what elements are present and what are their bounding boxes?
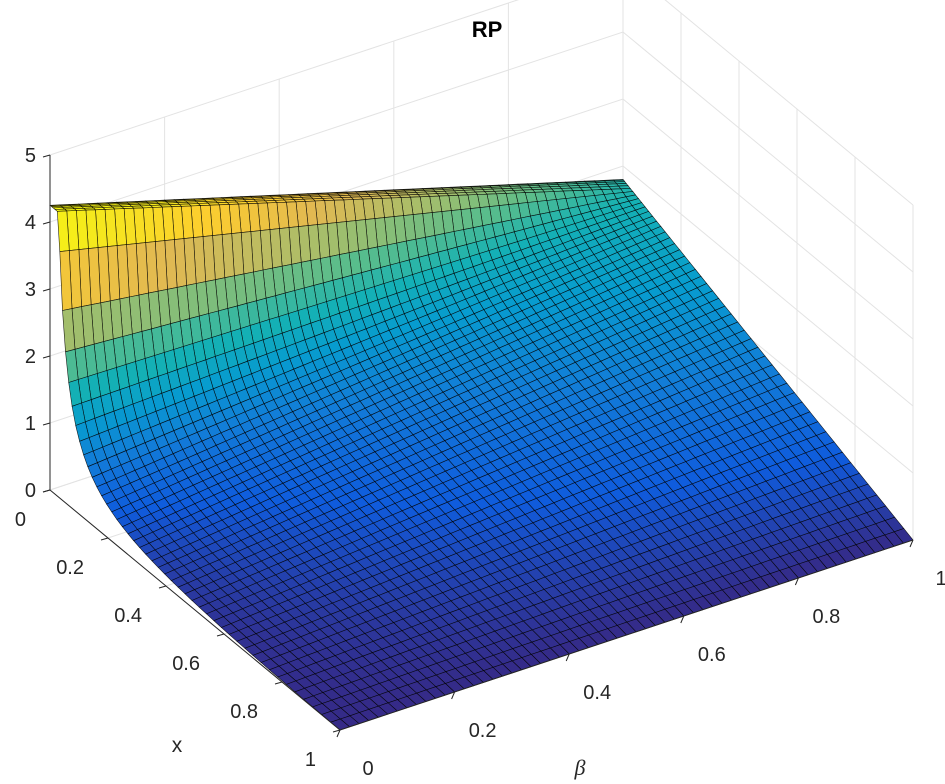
- tick-label-z: 3: [25, 279, 36, 301]
- tick-label-beta: 0.4: [583, 682, 611, 704]
- tick-label-x: 1: [305, 749, 316, 771]
- tick-label-x: 0.6: [172, 653, 200, 675]
- chart-title: RP: [472, 17, 503, 42]
- tick-mark-z: [42, 355, 51, 359]
- tick-mark-x: [158, 585, 167, 589]
- tick-mark-beta: [909, 539, 914, 548]
- tick-label-beta: 0.6: [698, 644, 726, 666]
- surface-mesh: [49, 179, 914, 731]
- axes-lines: [42, 154, 914, 738]
- tick-mark-beta: [794, 577, 799, 586]
- tick-label-beta: 0.2: [469, 720, 497, 742]
- axis-line: [339, 539, 914, 731]
- tick-label-beta: 0: [362, 758, 373, 780]
- tick-label-z: 0: [25, 480, 36, 502]
- tick-label-beta: 0.8: [812, 606, 840, 628]
- tick-mark-z: [42, 288, 51, 292]
- tick-label-z: 1: [25, 413, 36, 435]
- tick-mark-x: [216, 633, 225, 637]
- tick-mark-z: [42, 221, 51, 225]
- tick-label-x: 0.2: [56, 557, 84, 579]
- tick-mark-beta: [451, 691, 456, 700]
- gridline-z: [49, 0, 914, 206]
- tick-label-z: 2: [25, 346, 36, 368]
- tick-labels: 0 1 2 3 4 5 0 0.2 0.4 0.6 0.8 1 0 0.2 0.4 0.6 0.8 1: [15, 145, 945, 780]
- tick-mark-z: [42, 422, 51, 426]
- tick-mark-beta: [336, 729, 341, 738]
- x-axis-label: β: [574, 755, 586, 780]
- tick-mark-x: [42, 489, 51, 493]
- tick-mark-beta: [680, 615, 685, 624]
- axis-line: [49, 489, 341, 731]
- tick-label-x: 0.4: [114, 605, 142, 627]
- tick-label-x: 0: [15, 509, 26, 531]
- tick-label-z: 4: [25, 212, 36, 234]
- tick-mark-z: [42, 154, 51, 158]
- tick-label-beta: 1: [935, 568, 945, 590]
- tick-label-x: 0.8: [230, 701, 258, 723]
- tick-mark-x: [274, 681, 283, 685]
- side-wall: [623, 0, 913, 540]
- tick-mark-beta: [565, 653, 570, 662]
- tick-label-z: 5: [25, 145, 36, 167]
- tick-mark-x: [332, 729, 341, 733]
- y-axis-label: x: [172, 734, 183, 757]
- tick-mark-x: [100, 537, 109, 541]
